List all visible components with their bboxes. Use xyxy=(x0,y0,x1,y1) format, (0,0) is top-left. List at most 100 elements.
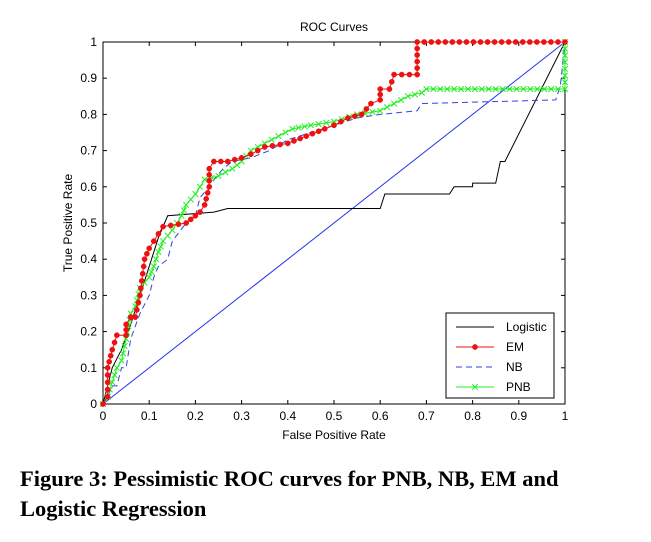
series-marker-pnb xyxy=(307,122,315,129)
series-marker-em xyxy=(309,130,316,137)
series-marker-pnb xyxy=(192,190,199,198)
series-marker-pnb xyxy=(152,256,160,263)
series-marker-em xyxy=(206,183,213,190)
series-marker-em xyxy=(435,39,442,45)
series-marker-em xyxy=(104,393,111,400)
series-marker-pnb xyxy=(119,350,127,357)
series-marker-pnb xyxy=(159,237,167,245)
series-marker-em xyxy=(261,144,268,150)
series-marker-em xyxy=(414,39,421,45)
series-marker-em xyxy=(238,154,245,161)
series-marker-em xyxy=(134,307,140,313)
series-marker-em xyxy=(187,216,194,223)
series-marker-em xyxy=(442,39,449,45)
series-marker-em xyxy=(175,221,182,228)
series-marker-em xyxy=(562,39,568,45)
series-marker-em xyxy=(377,97,384,103)
series-marker-pnb xyxy=(444,85,451,93)
series-marker-pnb xyxy=(222,169,229,176)
legend-item-logistic: Logistic xyxy=(456,320,547,334)
series-marker-em xyxy=(197,209,203,215)
series-marker-pnb xyxy=(180,207,188,214)
series-marker-pnb xyxy=(471,85,479,93)
series-marker-em xyxy=(203,196,210,202)
series-marker-em xyxy=(398,71,405,78)
series-line-logistic xyxy=(102,41,566,405)
series-marker-em xyxy=(104,386,111,393)
series-marker-em xyxy=(519,39,526,45)
series-logistic xyxy=(102,41,566,405)
x-tick-label: 0 xyxy=(100,409,107,423)
series-marker-em xyxy=(132,314,139,320)
series-marker-em xyxy=(269,142,276,149)
series-marker-em xyxy=(533,39,540,45)
series-marker-pnb xyxy=(561,59,569,66)
series-marker-em xyxy=(211,158,217,165)
legend-label-em: EM xyxy=(506,340,524,354)
series-marker-pnb xyxy=(233,161,241,169)
x-tick-label: 0.6 xyxy=(372,409,389,423)
x-tick-label: 0.5 xyxy=(326,409,343,423)
series-marker-em xyxy=(135,299,142,306)
series-marker-em xyxy=(512,39,519,45)
series-marker-pnb xyxy=(561,65,569,73)
series-marker-em xyxy=(414,52,421,58)
series-marker-pnb xyxy=(282,129,289,136)
series-marker-pnb xyxy=(485,85,492,93)
x-tick-label: 0.3 xyxy=(233,409,250,423)
series-marker-pnb xyxy=(215,172,222,180)
series-marker-pnb xyxy=(369,108,376,116)
series-marker-pnb xyxy=(513,85,520,93)
series-marker-pnb xyxy=(268,136,275,143)
series-marker-pnb xyxy=(383,104,391,111)
x-tick-label: 0.2 xyxy=(187,409,204,423)
series-marker-em xyxy=(114,332,120,339)
series-marker-pnb xyxy=(464,85,472,93)
series-marker-em xyxy=(321,126,328,132)
series-marker-pnb xyxy=(164,232,171,239)
y-tick-label: 0.4 xyxy=(80,252,97,266)
x-axis-ticks: 0 0.1 0.2 0.3 0.4 0.5 0.6 0.7 0.8 0.9 1 xyxy=(100,42,569,423)
series-marker-em xyxy=(414,65,421,71)
series-diagonal xyxy=(102,41,566,405)
series-marker-em xyxy=(137,292,143,299)
legend-label-logistic: Logistic xyxy=(506,320,547,334)
series-marker-em xyxy=(183,220,190,226)
series-marker-em xyxy=(107,352,114,359)
series-marker-em xyxy=(247,151,254,158)
series-marker-pnb xyxy=(478,85,485,93)
x-tick-label: 0.1 xyxy=(141,409,158,423)
series-line-em xyxy=(102,41,565,405)
series-marker-pnb xyxy=(561,79,569,86)
x-tick-label: 0.8 xyxy=(464,409,481,423)
series-marker-em xyxy=(470,39,477,45)
series-em xyxy=(100,39,568,407)
y-tick-label: 1 xyxy=(90,35,97,49)
series-marker-pnb xyxy=(121,342,128,350)
series-marker-pnb xyxy=(430,85,437,93)
series-marker-pnb xyxy=(492,85,499,93)
series-marker-em xyxy=(100,401,106,407)
series-marker-em xyxy=(150,238,157,244)
legend-item-em: EM xyxy=(456,340,524,354)
series-marker-em xyxy=(377,91,384,98)
series-marker-em xyxy=(449,39,456,45)
series-marker-pnb xyxy=(547,85,555,93)
series-marker-em xyxy=(141,256,148,263)
x-tick-label: 0.9 xyxy=(510,409,527,423)
series-marker-em xyxy=(139,270,146,277)
series-marker-em xyxy=(505,39,512,45)
series-marker-pnb xyxy=(301,123,308,130)
series-marker-em xyxy=(368,100,374,107)
series-marker-pnb xyxy=(520,85,527,93)
series-marker-em xyxy=(541,39,547,45)
series-marker-em xyxy=(123,326,129,333)
series-marker-em xyxy=(351,113,358,120)
series-marker-em xyxy=(111,339,118,346)
series-marker-pnb xyxy=(423,85,430,93)
series-marker-pnb xyxy=(411,91,419,98)
series-marker-em xyxy=(201,202,208,208)
series-marker-em xyxy=(406,71,413,78)
series-marker-em xyxy=(140,263,147,270)
y-tick-label: 0.9 xyxy=(80,71,97,85)
